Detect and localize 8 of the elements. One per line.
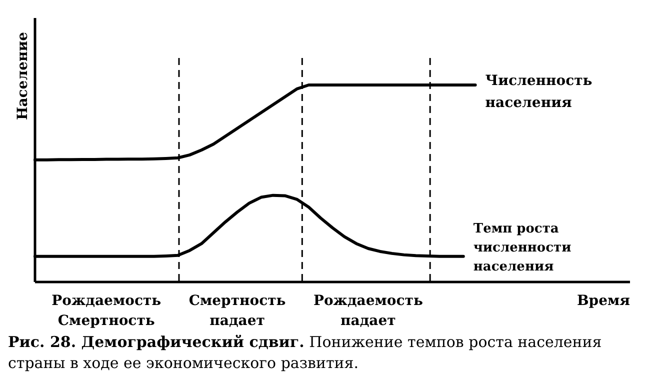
series-label: Численность населения: [485, 73, 592, 111]
x-axis-title: Время: [576, 293, 630, 309]
x-tick-label: Смертность падает: [188, 293, 286, 329]
x-tick-label: Рождаемость Смертность: [52, 293, 162, 329]
y-axis-title: Население: [15, 32, 31, 120]
text: Рис. 28. Демографический сдвиг.: [8, 333, 304, 351]
series-label: Темп роста численности населения: [473, 221, 572, 274]
x-tick-label: Рождаемость падает: [313, 293, 423, 329]
